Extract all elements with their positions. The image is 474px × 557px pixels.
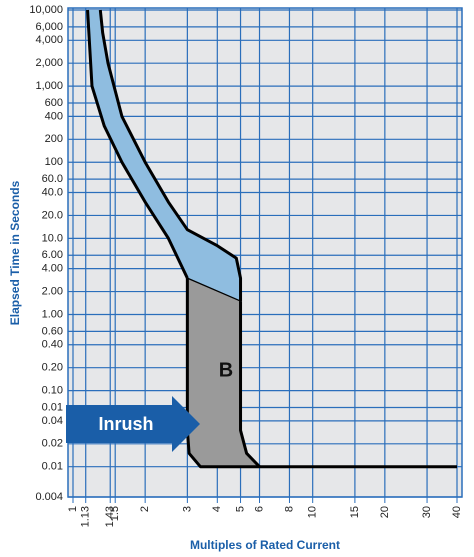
y-axis-label: Elapsed Time in Seconds: [8, 180, 22, 325]
y-tick-label: 0.10: [42, 384, 63, 396]
y-tick-label: 1.00: [42, 308, 63, 320]
y-tick-label: 0.004: [35, 491, 63, 503]
y-tick-label: 600: [45, 97, 63, 109]
x-tick-label: 10: [307, 506, 319, 518]
y-tick-label: 40.0: [42, 186, 63, 198]
x-tick-label: 4: [211, 506, 223, 512]
y-tick-label: 4,000: [35, 34, 63, 46]
y-tick-label: 400: [45, 110, 63, 122]
y-tick-label: 0.02: [42, 438, 63, 450]
trip-curve: [187, 277, 241, 302]
x-tick-label: 2: [139, 506, 151, 512]
inrush-label: Inrush: [98, 414, 153, 434]
trip-curve: [98, 9, 243, 302]
curve-label: B: [219, 359, 233, 381]
y-tick-label: 0.40: [42, 339, 63, 351]
trip-curve: [185, 278, 457, 469]
x-tick-label: 5: [234, 506, 246, 512]
x-tick-label: 20: [379, 506, 391, 518]
y-tick-label: 20.0: [42, 209, 63, 221]
x-tick-label: 1.43: [104, 506, 116, 527]
x-tick-label: 3: [181, 506, 193, 512]
x-tick-label: 1.13: [80, 506, 92, 527]
plot-frame: [67, 7, 463, 498]
y-tick-label: 10,000: [29, 4, 63, 16]
x-tick-label: 40: [451, 506, 463, 518]
y-tick-label: 10.0: [42, 232, 63, 244]
y-tick-label: 0.60: [42, 325, 63, 337]
y-tick-label: 4.00: [42, 263, 63, 275]
y-tick-label: 2,000: [35, 57, 63, 69]
x-tick-label: 30: [421, 506, 433, 518]
y-tick-label: 200: [45, 133, 63, 145]
x-axis-label: Multiples of Rated Current: [190, 538, 340, 552]
y-tick-label: 0.01: [42, 461, 63, 473]
x-tick-label: 15: [349, 506, 361, 518]
y-tick-label: 0.20: [42, 362, 63, 374]
trip-curve: [239, 301, 261, 468]
x-tick-label: 8: [283, 506, 295, 512]
magnetic-band: [187, 278, 457, 467]
y-tick-label: 1,000: [35, 80, 63, 92]
y-tick-label: 100: [45, 156, 63, 168]
y-tick-label: 0.04: [42, 415, 63, 427]
y-tick-label: 2.00: [42, 285, 63, 297]
inrush-arrow: [66, 396, 200, 452]
x-tick-label: 1: [67, 506, 79, 512]
y-tick-label: 0.01: [42, 401, 63, 413]
x-tick-label: 6: [253, 506, 265, 512]
y-tick-label: 6,000: [35, 21, 63, 33]
y-tick-label: 6.00: [42, 249, 63, 261]
trip-curve: [86, 9, 189, 279]
x-tick-label: 1.5: [109, 506, 121, 521]
y-tick-label: 60.0: [42, 173, 63, 185]
